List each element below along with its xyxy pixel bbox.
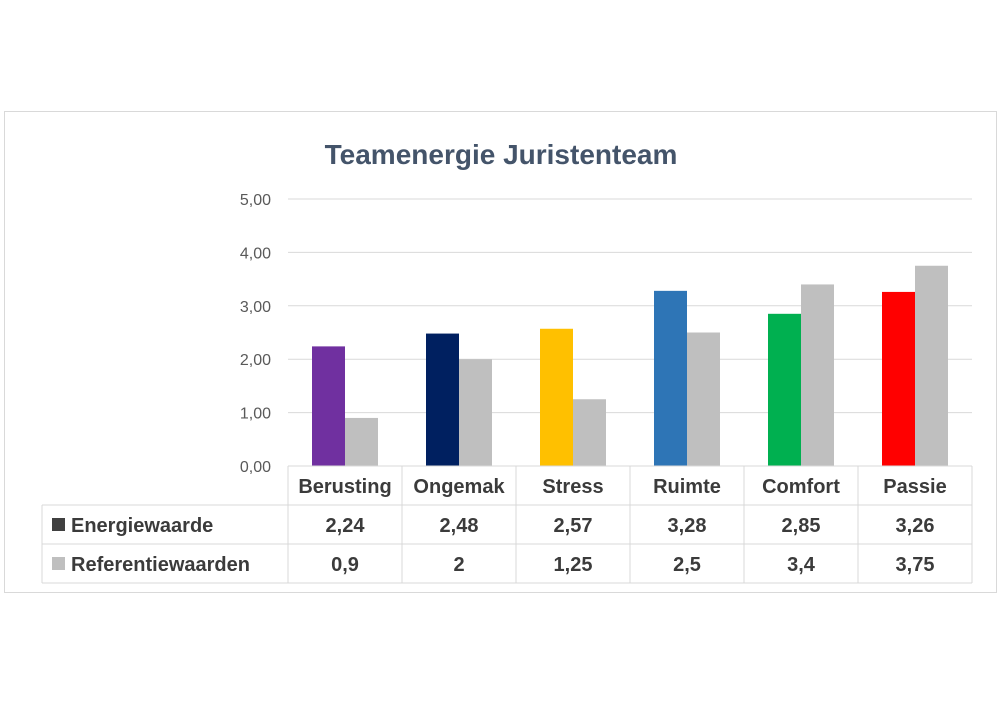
data-value-label: 2,48 [440,515,479,537]
bar-referentiewaarden [915,265,948,466]
bar-energiewaarde [768,313,801,466]
y-tick-label: 0,00 [240,459,271,476]
category-label: Berusting [298,476,391,498]
bar-referentiewaarden [801,284,834,466]
bar-energiewaarde [882,291,915,466]
data-value-label: 3,28 [668,515,707,537]
y-tick-label: 5,00 [240,192,271,209]
category-label: Ruimte [653,476,721,498]
gridlines [288,198,972,467]
data-value-label: 2,57 [554,515,593,537]
bar-referentiewaarden [687,332,720,466]
category-label: Ongemak [413,476,505,498]
category-label: Passie [883,476,946,498]
y-tick-label: 2,00 [240,352,271,369]
data-value-label: 2,24 [326,515,366,537]
data-value-label: 2 [453,554,464,576]
legend-swatch [52,518,65,531]
bar-energiewaarde [540,328,573,466]
bar-energiewaarde [312,346,345,466]
data-value-label: 3,26 [896,515,935,537]
bar-referentiewaarden [459,359,492,466]
bar-referentiewaarden [345,417,378,466]
category-label: Comfort [762,476,840,498]
data-value-label: 2,5 [673,554,701,576]
y-tick-label: 1,00 [240,406,271,423]
y-tick-label: 3,00 [240,299,271,316]
bars [312,265,948,466]
category-label: Stress [542,476,603,498]
y-axis-ticks: 0,00 1,00 2,00 3,00 4,00 5,00 [240,192,271,476]
bar-referentiewaarden [573,399,606,466]
data-table: Berusting Ongemak Stress Ruimte Comfort Passi… [41,465,973,584]
chart-frame: Teamenergie Juristenteam 0,00 1,00 2,00 3,0… [4,111,997,593]
data-value-label: 0,9 [331,554,359,576]
data-value-label: 2,85 [782,515,821,537]
legend-swatch [52,557,65,570]
data-value-label: 3,4 [787,554,816,576]
data-value-label: 1,25 [554,554,593,576]
series-name: Referentiewaarden [71,554,250,576]
bar-energiewaarde [426,333,459,466]
bar-energiewaarde [654,290,687,466]
series-name: Energiewaarde [71,515,213,537]
data-value-label: 3,75 [896,554,935,576]
bar-chart: Teamenergie Juristenteam 0,00 1,00 2,00 3,0… [41,139,973,584]
y-tick-label: 4,00 [240,245,271,262]
chart-title: Teamenergie Juristenteam [325,139,678,170]
